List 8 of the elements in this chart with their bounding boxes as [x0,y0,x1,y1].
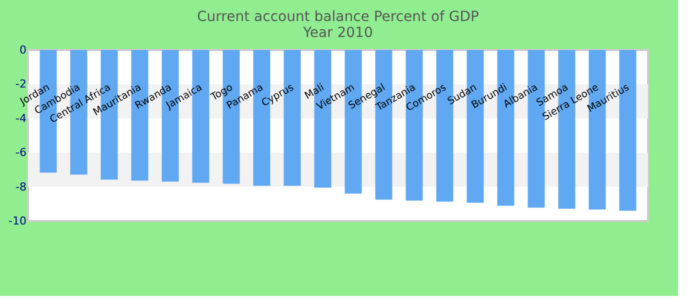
y-tick-label: -2 [16,78,26,91]
text: Current account balance Percent of GDP [197,9,479,25]
text: Year 2010 [303,25,373,41]
y-tick-label: -6 [16,146,26,160]
y-tick-label: -10 [8,214,26,228]
y-tick-label: -4 [16,112,26,125]
y-tick-label: -8 [16,180,26,194]
y-tick-label: 0 [20,44,26,56]
